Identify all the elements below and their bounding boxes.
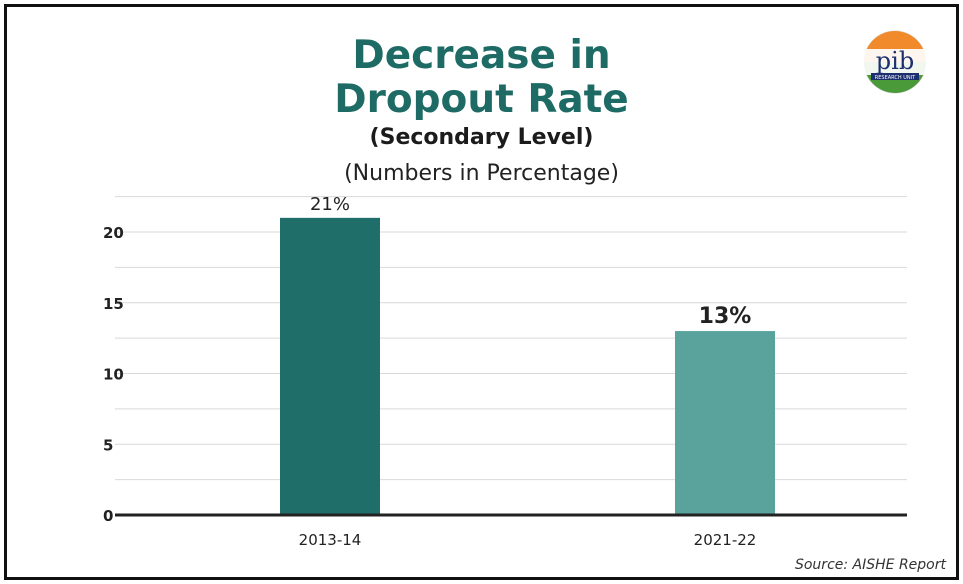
- logo-text: pib: [876, 47, 914, 75]
- logo-tag: RESEARCH UNIT: [875, 75, 916, 81]
- data-label-2013-14: 21%: [310, 194, 350, 215]
- x-tick-label-2013-14: 2013-14: [299, 531, 362, 549]
- chart-title-line-2: Dropout Rate: [334, 77, 629, 122]
- y-tick-label: 10: [103, 366, 124, 384]
- bar-2013-14: [280, 217, 380, 515]
- y-tick-label: 5: [103, 436, 113, 454]
- source-note: Source: AISHE Report: [794, 557, 946, 573]
- chart-subtitle: (Secondary Level): [369, 125, 594, 150]
- y-tick-label: 0: [103, 507, 113, 525]
- chart-frame: Decrease in Dropout Rate (Secondary Leve…: [4, 4, 959, 580]
- bar-chart: 0 5 10 15 20 21% 2013-14 13% 2021-22: [103, 194, 907, 549]
- x-tick-label-2021-22: 2021-22: [694, 531, 757, 549]
- pib-research-unit-logo: pib RESEARCH UNIT: [863, 30, 927, 94]
- units-note: (Numbers in Percentage): [344, 161, 619, 186]
- y-tick-label: 15: [103, 295, 124, 313]
- chart-title-line-1: Decrease in: [352, 33, 611, 78]
- data-label-2021-22: 13%: [699, 304, 752, 329]
- y-tick-label: 20: [103, 224, 124, 242]
- bar-2021-22: [675, 331, 775, 515]
